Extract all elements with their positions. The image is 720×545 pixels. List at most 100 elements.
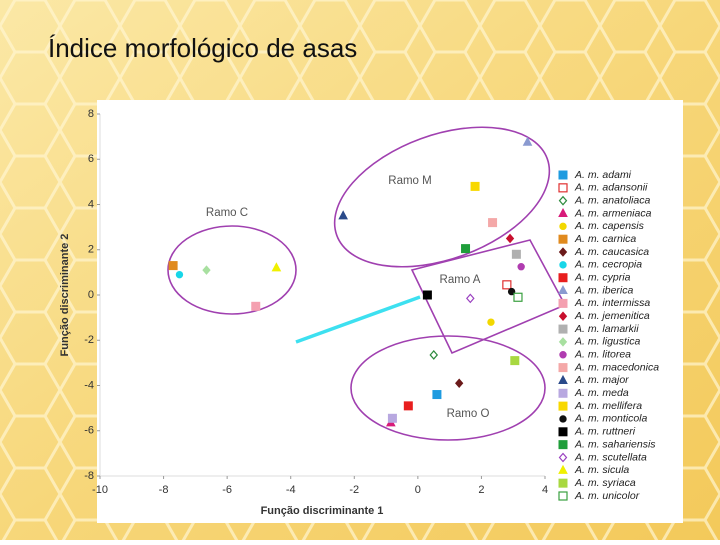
legend-marker: [558, 247, 568, 257]
legend-label: A. m. adami: [574, 169, 632, 181]
legend-label: A. m. ruttneri: [574, 426, 636, 438]
slide-title: Índice morfológico de asas: [48, 33, 357, 63]
y-tick-label: 6: [88, 153, 94, 165]
legend-marker: [558, 427, 568, 437]
legend-marker: [558, 298, 568, 308]
legend-label: A. m. lamarkii: [574, 323, 639, 335]
x-axis-label: Função discriminante 1: [261, 505, 384, 517]
x-tick-label: 4: [542, 484, 548, 496]
y-tick-label: 2: [88, 244, 94, 256]
legend-marker: [558, 401, 568, 411]
annotation: Ramo A: [440, 274, 481, 286]
point: [202, 265, 211, 275]
point: [505, 233, 515, 244]
legend-label: A. m. cecropia: [574, 259, 642, 271]
legend-label: A. m. unicolor: [574, 490, 640, 502]
ellipse-c: [167, 225, 297, 315]
point: [517, 263, 525, 271]
y-tick-label: 4: [88, 198, 94, 210]
legend-label: A. m. cypria: [574, 272, 631, 284]
legend-label: A. m. anatoliaca: [574, 194, 650, 206]
legend-marker: [558, 207, 568, 218]
legend-marker: [558, 170, 568, 180]
y-tick-label: 0: [88, 289, 94, 301]
legend-marker: [558, 311, 568, 321]
y-tick-label: -6: [84, 425, 94, 437]
legend-marker: [558, 464, 568, 474]
point: [251, 301, 261, 311]
legend-label: A. m. mellifera: [574, 400, 642, 412]
legend-label: A. m. meda: [574, 387, 629, 399]
y-axis-label: Função discriminante 2: [59, 234, 71, 357]
legend-marker: [558, 284, 568, 295]
point: [511, 249, 521, 259]
legend-label: A. m. armeniaca: [574, 207, 652, 219]
legend-label: A. m. sahariensis: [574, 438, 656, 450]
legend-marker: [558, 183, 568, 193]
legend-label: A. m. scutellata: [574, 451, 647, 463]
connector: [295, 295, 421, 344]
point: [510, 356, 520, 366]
point: [338, 210, 348, 220]
legend-marker: [558, 324, 568, 334]
legend-label: A. m. sicula: [574, 464, 629, 476]
legend-label: A. m. caucasica: [574, 246, 649, 258]
legend-label: A. m. carnica: [574, 233, 636, 245]
point: [466, 293, 475, 304]
x-tick-label: 2: [478, 484, 484, 496]
legend-marker: [559, 415, 567, 423]
legend-label: A. m. monticola: [574, 413, 648, 425]
legend-label: A. m. litorea: [574, 349, 631, 361]
point: [403, 401, 413, 411]
legend-marker: [559, 261, 567, 269]
annotation: Ramo C: [206, 207, 248, 219]
x-tick-label: -2: [349, 484, 359, 496]
legend-marker: [558, 363, 568, 373]
annotation: Ramo O: [447, 408, 490, 420]
point: [470, 181, 480, 191]
y-tick-label: -8: [84, 470, 94, 482]
annotation: Ramo M: [388, 175, 431, 187]
point: [429, 350, 439, 360]
y-tick-label: -2: [84, 334, 94, 346]
legend-marker: [558, 273, 568, 283]
point: [507, 287, 516, 296]
point: [461, 244, 471, 254]
legend-marker: [558, 388, 568, 398]
y-tick-label: -4: [84, 379, 94, 391]
legend-marker: [558, 452, 568, 463]
legend-label: A. m. major: [574, 374, 629, 386]
point: [422, 290, 432, 300]
x-tick-label: 0: [415, 484, 421, 496]
legend-label: A. m. capensis: [574, 220, 645, 232]
ellipse-m: [333, 126, 551, 268]
point: [455, 378, 464, 388]
point: [502, 280, 512, 290]
point: [488, 218, 498, 228]
legend-marker: [558, 234, 568, 244]
legend-label: A. m. adansonii: [574, 182, 648, 194]
point: [432, 390, 442, 400]
legend-label: A. m. intermissa: [574, 297, 650, 309]
x-tick-label: -10: [92, 484, 108, 496]
legend-label: A. m. syriaca: [574, 477, 636, 489]
legend-marker: [559, 222, 567, 231]
y-tick-label: 8: [88, 108, 94, 120]
x-tick-label: -4: [286, 484, 296, 496]
legend-marker: [558, 491, 568, 501]
chart-panel: [97, 100, 683, 523]
legend-label: A. m. jemenitica: [574, 310, 650, 322]
legend-marker: [559, 351, 567, 359]
legend-marker: [558, 478, 568, 488]
point: [168, 261, 178, 271]
legend-label: A. m. macedonica: [574, 361, 659, 373]
ellipse-o: [350, 335, 546, 441]
legend-marker: [558, 374, 568, 384]
legend-marker: [558, 440, 568, 450]
legend-label: A. m. ligustica: [574, 336, 641, 348]
point: [271, 262, 282, 272]
point: [522, 136, 533, 146]
point: [487, 318, 495, 326]
x-tick-label: -8: [159, 484, 169, 496]
